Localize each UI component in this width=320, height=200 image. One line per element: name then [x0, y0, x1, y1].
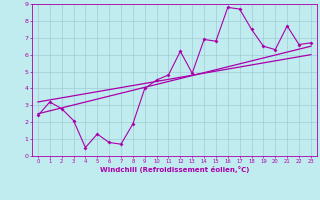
X-axis label: Windchill (Refroidissement éolien,°C): Windchill (Refroidissement éolien,°C) [100, 166, 249, 173]
